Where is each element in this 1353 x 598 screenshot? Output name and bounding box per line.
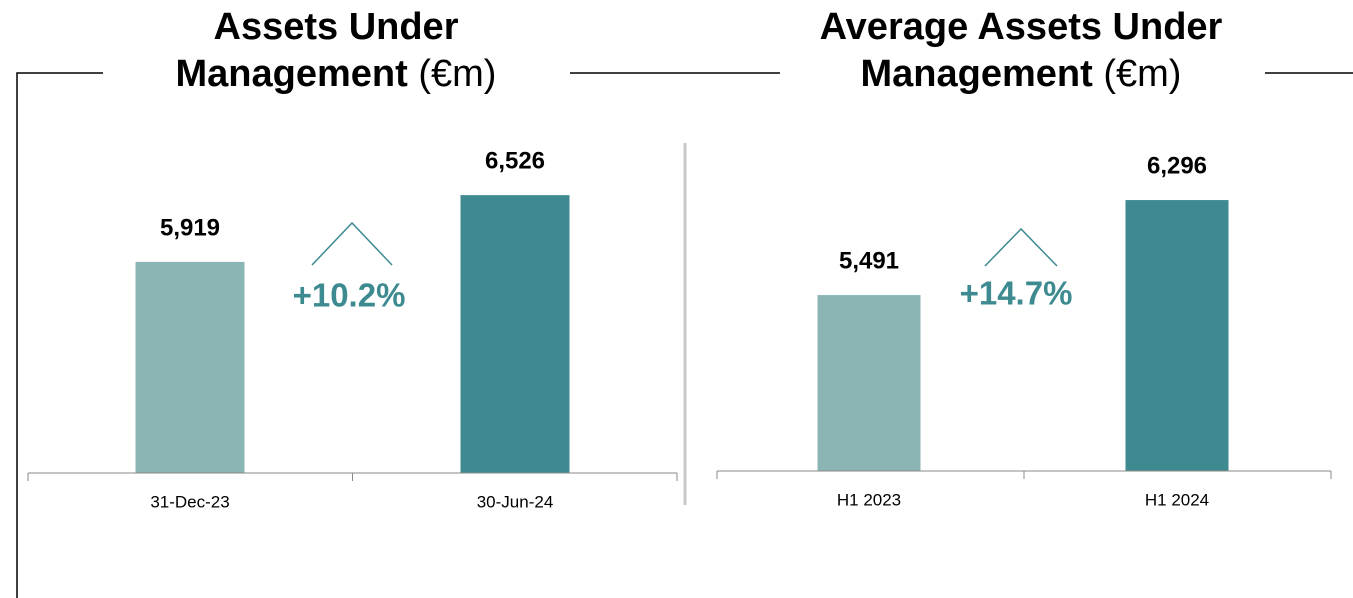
title-unit: (€m): [418, 53, 497, 95]
change-chevron: [311, 221, 393, 266]
bar: [460, 195, 570, 473]
data-label: 5,491: [839, 247, 899, 274]
change-chevron: [984, 227, 1058, 267]
bar: [817, 295, 921, 471]
change-annotation: +10.2%: [293, 277, 406, 314]
frame: [16, 72, 1353, 598]
data-label: 6,296: [1147, 152, 1207, 179]
x-tick-label: 31-Dec-23: [150, 492, 229, 511]
x-tick-label: 30-Jun-24: [477, 492, 554, 511]
chart-title: Assets Under Management (€m): [136, 4, 536, 98]
bracket: [16, 72, 103, 598]
data-label: 5,919: [160, 214, 220, 241]
x-tick-label: H1 2023: [837, 490, 901, 509]
chart-title: Average Assets Under Management (€m): [786, 4, 1256, 98]
x-tick-label: H1 2024: [1145, 490, 1209, 509]
title-text: Assets Under Management: [175, 6, 459, 95]
change-annotation: +14.7%: [960, 275, 1073, 312]
bar: [1125, 200, 1229, 471]
bar: [135, 261, 245, 473]
data-label: 6,526: [485, 147, 545, 174]
title-unit: (€m): [1103, 53, 1182, 95]
title-text: Average Assets Under Management: [819, 6, 1223, 95]
